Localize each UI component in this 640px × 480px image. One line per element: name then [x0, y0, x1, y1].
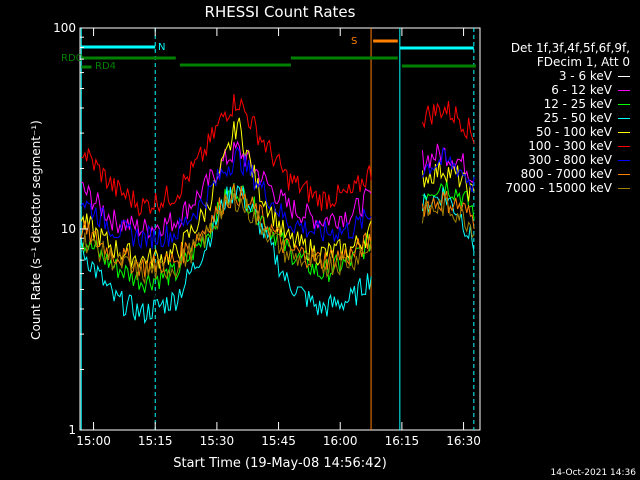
- legend-entry-label: 800 - 7000 keV: [520, 167, 612, 181]
- legend-swatch: [618, 146, 630, 147]
- chart-title: RHESSI Count Rates: [205, 3, 356, 21]
- legend-swatch: [618, 104, 630, 105]
- axes: 15:00 15:15 15:30 15:45 16:00 16:15 16:30 1 10 10…: [53, 21, 481, 448]
- legend-entry: 50 - 100 keV: [460, 125, 630, 139]
- series-4-line-0: [80, 117, 372, 269]
- annotation-n: N: [158, 42, 165, 53]
- y-tick-label-0: 1: [68, 423, 76, 437]
- series-6-line-0: [80, 146, 372, 250]
- legend-entry-label: 300 - 800 keV: [528, 153, 612, 167]
- legend-swatch: [618, 76, 630, 77]
- legend-entry: 3 - 6 keV: [460, 69, 630, 83]
- legend-entry: 7000 - 15000 keV: [460, 181, 630, 195]
- x-tick-label-6: 16:30: [446, 434, 481, 448]
- x-tick-label-5: 16:15: [385, 434, 420, 448]
- legend-entry: 100 - 300 keV: [460, 139, 630, 153]
- x-tick-label-4: 16:00: [323, 434, 358, 448]
- legend-swatch: [618, 90, 630, 91]
- legend-swatch: [618, 160, 630, 161]
- series-5-line-1: [421, 100, 475, 144]
- legend-swatch: [618, 132, 630, 133]
- series-6-line-1: [421, 147, 475, 193]
- y-tick-label-1: 10: [61, 222, 76, 236]
- timestamp: 14-Oct-2021 14:36: [550, 468, 636, 478]
- x-tick-label-2: 15:30: [200, 434, 235, 448]
- annotation-rdo: RDO: [61, 53, 84, 64]
- legend-entry: 300 - 800 keV: [460, 153, 630, 167]
- series-lines: [80, 94, 475, 325]
- legend-header-line2: FDecim 1, Att 0: [536, 55, 630, 69]
- y-axis-label: Count Rate (s⁻¹ detector segment⁻¹): [29, 120, 43, 340]
- legend-swatch: [618, 174, 630, 175]
- annotation-rd4: RD4: [95, 61, 116, 72]
- legend-entry: 25 - 50 keV: [460, 111, 630, 125]
- legend-swatch: [618, 188, 630, 189]
- series-5-line-0: [81, 94, 372, 217]
- legend: Det 1f,3f,4f,5f,6f,9f, FDecim 1, Att 0 3…: [460, 41, 630, 195]
- series-3-line-1: [421, 187, 475, 253]
- x-tick-label-1: 15:15: [138, 434, 173, 448]
- series-0-line-1: [421, 161, 475, 214]
- series-2-line-1: [422, 180, 475, 220]
- series-7-line-0: [80, 183, 372, 277]
- legend-header-line1: Det 1f,3f,4f,5f,6f,9f,: [510, 41, 630, 55]
- coverage-bars: N S RDO RD4: [61, 28, 476, 430]
- legend-entry-label: 12 - 25 keV: [543, 97, 612, 111]
- legend-entry-label: 25 - 50 keV: [543, 111, 612, 125]
- x-tick-label-3: 15:45: [261, 434, 296, 448]
- legend-entry-label: 3 - 6 keV: [558, 69, 612, 83]
- legend-swatch: [618, 118, 630, 119]
- legend-entry: 6 - 12 keV: [460, 83, 630, 97]
- y-tick-label-2: 100: [53, 21, 76, 35]
- series-3-line-0: [80, 185, 372, 325]
- legend-entry-label: 100 - 300 keV: [528, 139, 612, 153]
- legend-entry-label: 6 - 12 keV: [551, 83, 612, 97]
- series-1-line-0: [80, 140, 372, 239]
- legend-entry-label: 7000 - 15000 keV: [505, 181, 612, 195]
- legend-entry: 12 - 25 keV: [460, 97, 630, 111]
- x-axis-label: Start Time (19-May-08 14:56:42): [173, 456, 387, 471]
- x-tick-label-0: 15:00: [76, 434, 111, 448]
- series-8-line-0: [80, 192, 372, 285]
- legend-entry: 800 - 7000 keV: [460, 167, 630, 181]
- series-8-line-1: [421, 194, 475, 239]
- annotation-s: S: [351, 36, 357, 47]
- legend-entry-label: 50 - 100 keV: [535, 125, 612, 139]
